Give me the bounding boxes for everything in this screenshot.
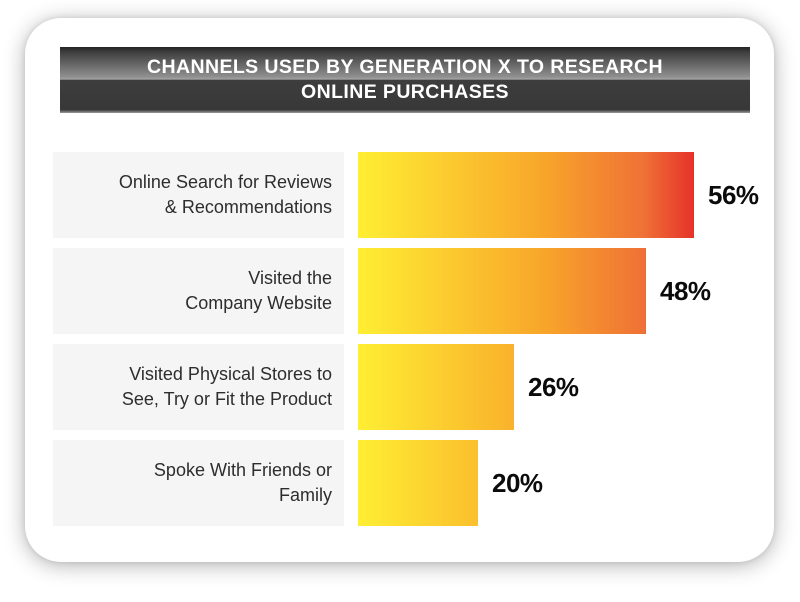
table-row: Spoke With Friends or Family 20% [53,440,763,526]
bar-zone: 56% [358,152,763,238]
bar-value-label: 26% [528,371,579,402]
bar-physical-stores [358,344,514,430]
chart-card: CHANNELS USED BY GENERATION X TO RESEARC… [25,18,774,562]
table-row: Visited the Company Website 48% [53,248,763,334]
bar-chart: Online Search for Reviews & Recommendati… [53,152,763,536]
bar-value-label: 20% [492,467,543,498]
bar-online-search [358,152,694,238]
chart-title-line-2: ONLINE PURCHASES [301,81,509,103]
table-row: Visited Physical Stores to See, Try or F… [53,344,763,430]
bar-zone: 20% [358,440,763,526]
bar-zone: 26% [358,344,763,430]
category-label: Visited the Company Website [53,248,344,334]
category-label: Visited Physical Stores to See, Try or F… [53,344,344,430]
chart-title-banner: CHANNELS USED BY GENERATION X TO RESEARC… [60,47,750,113]
bar-value-label: 48% [660,275,711,306]
bar-zone: 48% [358,248,763,334]
bar-value-label: 56% [708,179,759,210]
table-row: Online Search for Reviews & Recommendati… [53,152,763,238]
chart-title-line-1: CHANNELS USED BY GENERATION X TO RESEARC… [147,56,663,78]
bar-company-website [358,248,646,334]
bar-friends-family [358,440,478,526]
category-label: Spoke With Friends or Family [53,440,344,526]
category-label: Online Search for Reviews & Recommendati… [53,152,344,238]
